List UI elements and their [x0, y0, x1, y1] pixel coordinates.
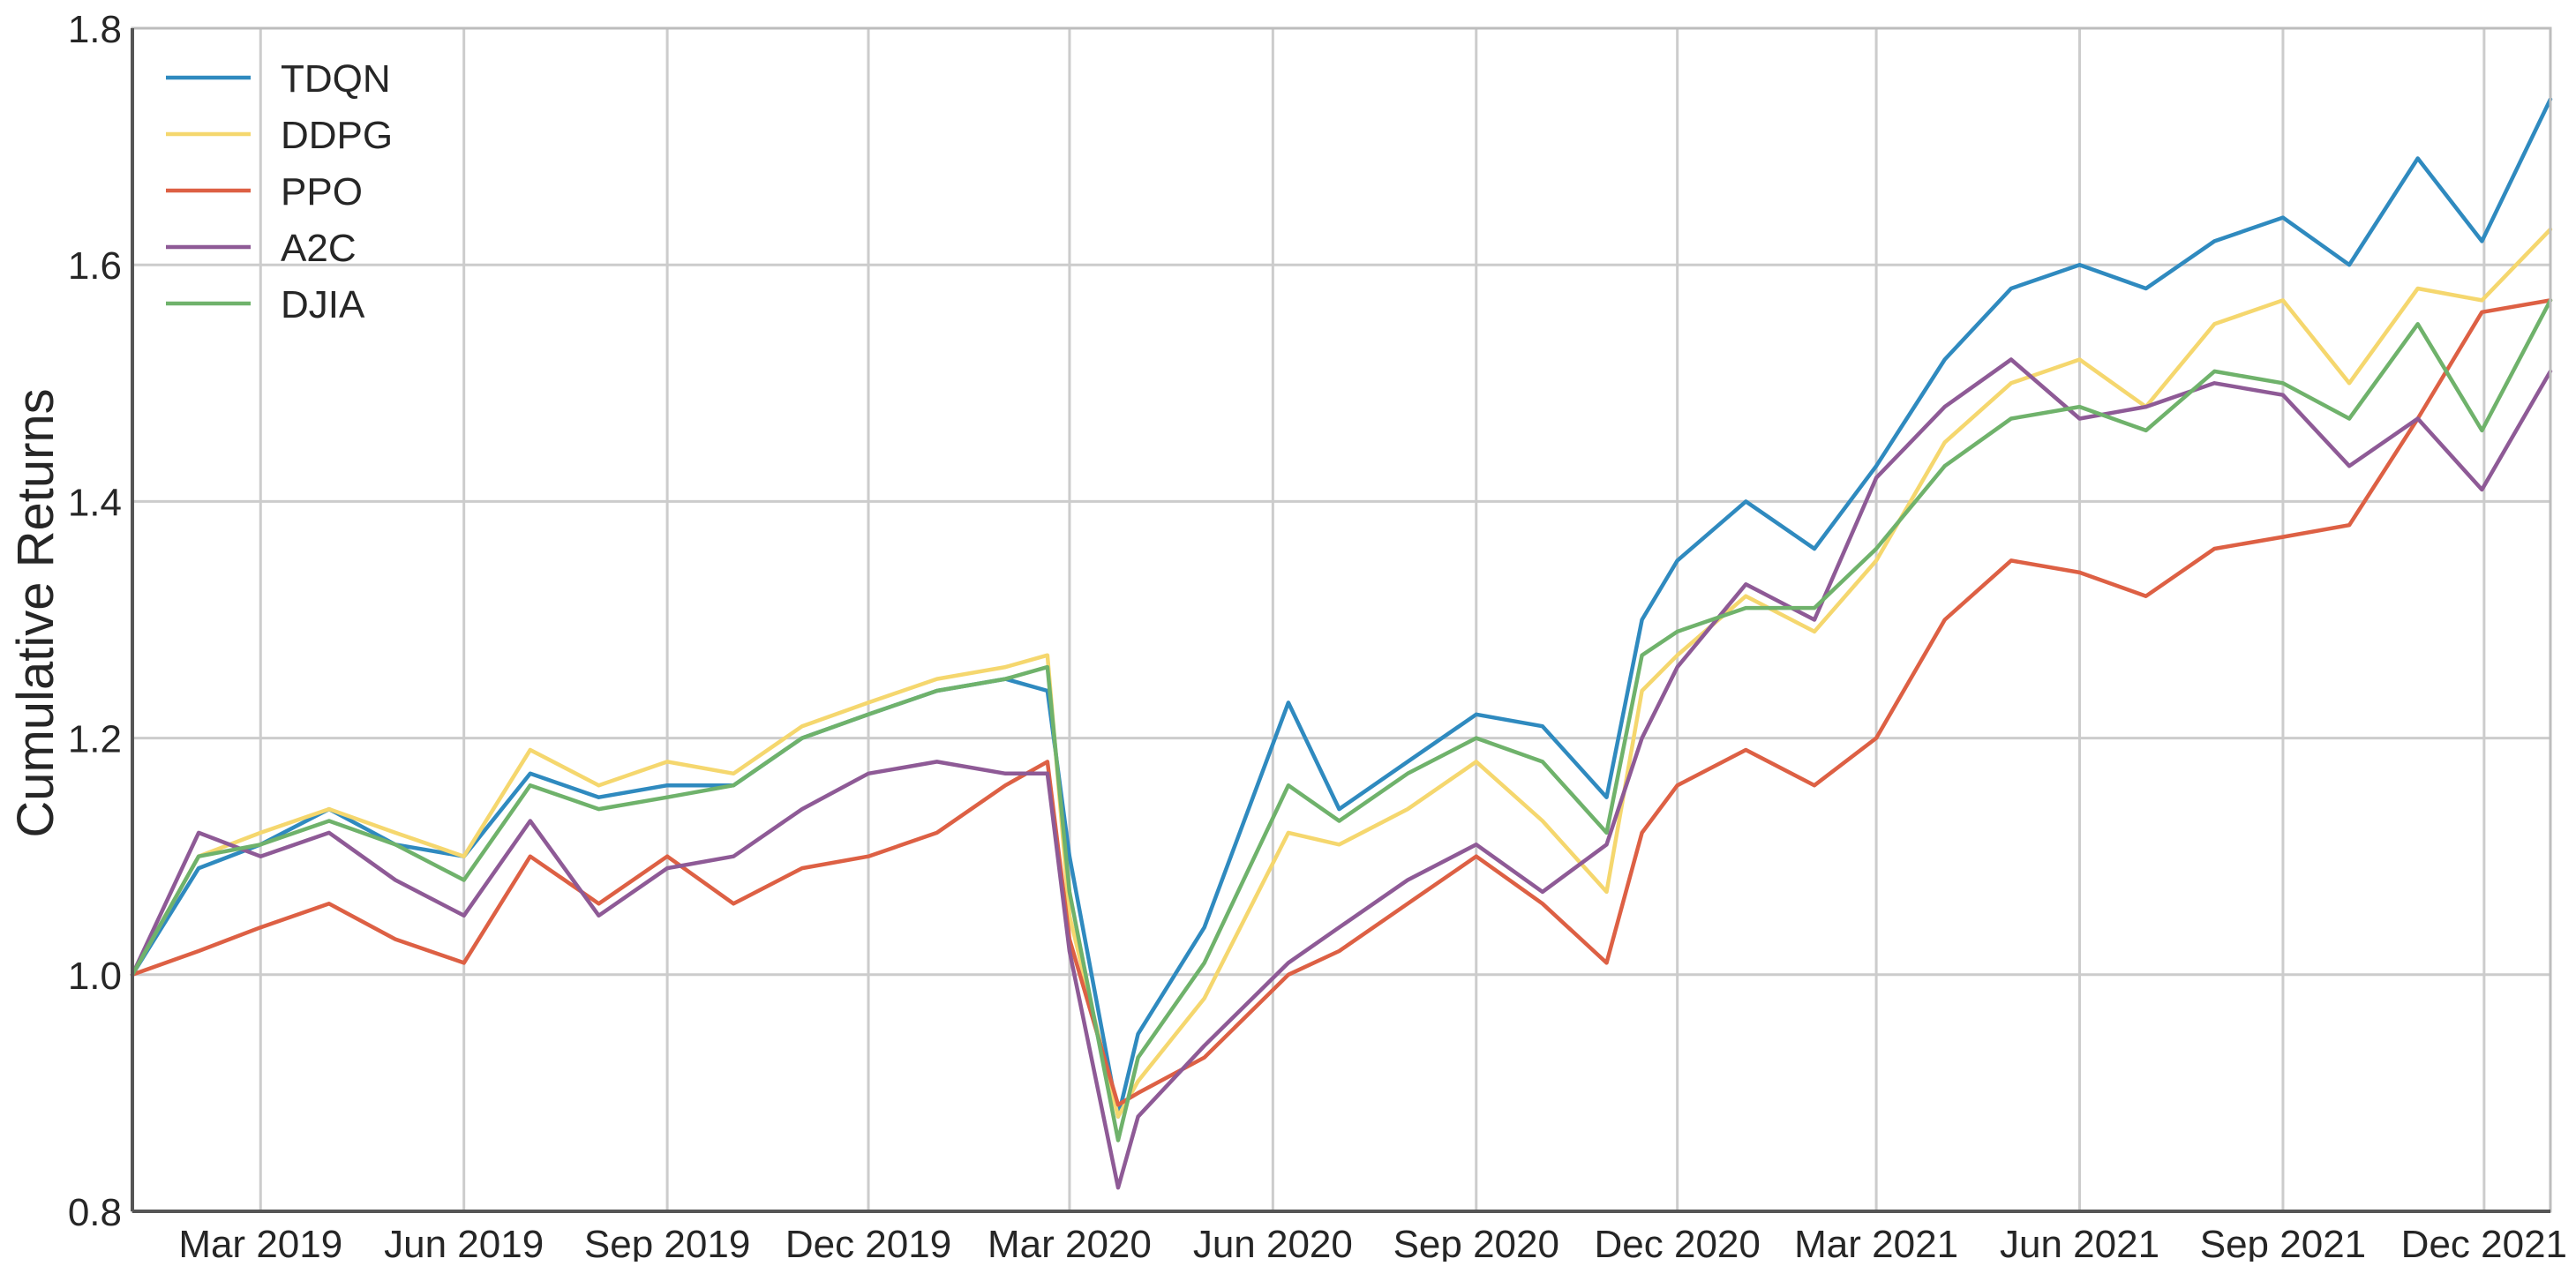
y-axis-label: Cumulative Returns — [7, 388, 64, 837]
y-tick-label: 1.4 — [68, 481, 122, 524]
legend-label-ppo: PPO — [281, 170, 363, 213]
x-tick-label: Mar 2019 — [178, 1223, 342, 1262]
series-line-ppo — [130, 298, 2553, 1107]
x-tick-label: Sep 2019 — [584, 1223, 750, 1262]
legend: TDQN DDPG PPO A2C DJIA — [166, 57, 393, 326]
series-lines — [130, 97, 2553, 1190]
x-tick-label: Mar 2021 — [1794, 1223, 1958, 1262]
x-tick-label: Jun 2020 — [1193, 1223, 1353, 1262]
x-tick-label: Jun 2019 — [384, 1223, 544, 1262]
y-tick-label: 1.6 — [68, 244, 122, 288]
x-tick-label: Mar 2020 — [988, 1223, 1152, 1262]
series-line-a2c — [130, 357, 2553, 1190]
y-tick-label: 1.0 — [68, 955, 122, 998]
legend-label-a2c: A2C — [281, 227, 357, 270]
y-tick-label: 1.2 — [68, 718, 122, 761]
legend-label-ddpg: DDPG — [281, 114, 393, 157]
x-tick-label: Sep 2021 — [2200, 1223, 2366, 1262]
legend-label-tdqn: TDQN — [281, 57, 391, 101]
x-tick-label: Sep 2020 — [1393, 1223, 1559, 1262]
series-line-djia — [130, 298, 2553, 1142]
x-tick-label: Dec 2019 — [785, 1223, 951, 1262]
series-line-ddpg — [130, 227, 2553, 1119]
x-tick-label: Dec 2020 — [1595, 1223, 1761, 1262]
y-tick-label: 0.8 — [68, 1191, 122, 1234]
x-tick-label: Dec 2021 — [2401, 1223, 2567, 1262]
x-tick-label: Jun 2021 — [2000, 1223, 2159, 1262]
series-line-tdqn — [130, 97, 2553, 1119]
axes — [131, 26, 2552, 1213]
legend-label-djia: DJIA — [281, 283, 365, 326]
tick-labels: 0.8 1.0 1.2 1.4 1.6 1.8 Mar 2019 Jun 2019 Sep 20… — [68, 8, 2567, 1266]
y-tick-label: 1.8 — [68, 8, 122, 51]
